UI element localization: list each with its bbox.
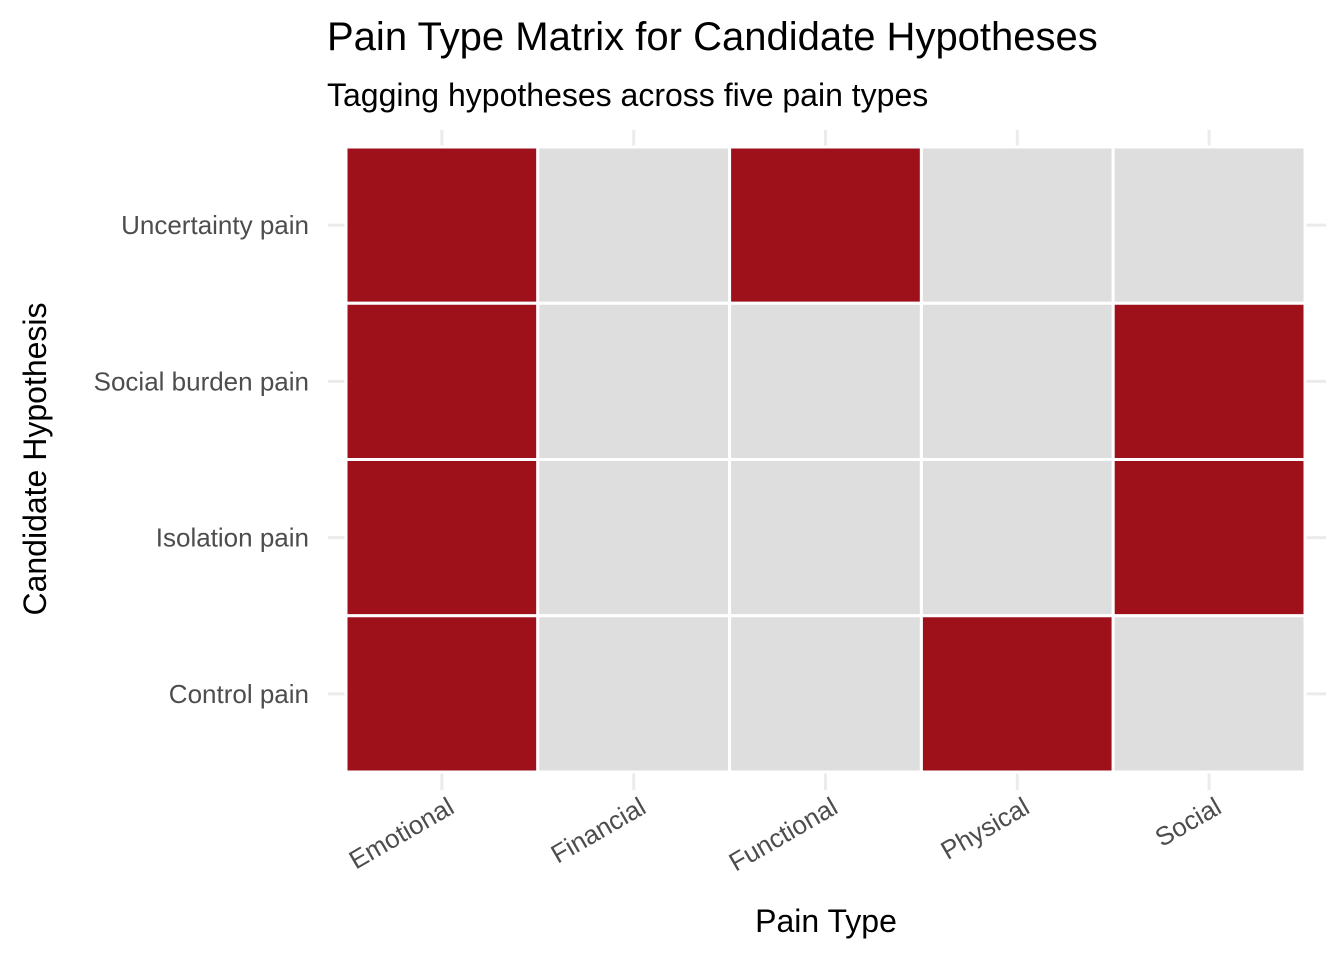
heatmap-cell [344, 301, 540, 461]
heatmap-cell [344, 145, 540, 305]
heatmap-cell [728, 301, 923, 461]
heatmap-cell [536, 458, 732, 618]
heatmap-cell [344, 614, 540, 774]
heatmap-cell [919, 301, 1115, 461]
heatmap-cell [344, 458, 540, 618]
heatmap-cell [919, 458, 1115, 618]
x-tick-label: Social [1150, 791, 1226, 852]
x-tick-label: Financial [546, 791, 651, 869]
heatmap-cell [919, 614, 1115, 774]
heatmap-cell [728, 614, 923, 774]
heatmap-cell [1111, 458, 1307, 618]
heatmap-cell [728, 458, 923, 618]
x-tick-label: Physical [935, 791, 1034, 865]
heatmap-cell [536, 301, 732, 461]
chart-title: Pain Type Matrix for Candidate Hypothese… [327, 15, 1098, 59]
chart-subtitle: Tagging hypotheses across five pain type… [327, 77, 928, 113]
heatmap-cell [1111, 614, 1307, 774]
y-tick-label: Social burden pain [94, 366, 309, 396]
heatmap-cell [1111, 301, 1307, 461]
y-tick-label: Isolation pain [156, 523, 309, 553]
x-axis-tick-labels: Emotional Financial Functional Physical Soci… [344, 791, 1226, 877]
heatmap-cell [1111, 145, 1307, 305]
y-tick-label: Uncertainty pain [121, 210, 309, 240]
heatmap-cells [344, 145, 1307, 774]
x-axis-title: Pain Type [755, 903, 897, 939]
heatmap-cell [536, 145, 732, 305]
y-axis-tick-labels: Uncertainty pain Social burden pain Isolat… [94, 210, 309, 709]
y-axis-title: Candidate Hypothesis [17, 302, 53, 615]
heatmap-cell [919, 145, 1115, 305]
x-tick-label: Emotional [344, 791, 459, 875]
x-tick-label: Functional [724, 791, 843, 877]
y-tick-label: Control pain [169, 679, 309, 709]
heatmap-cell [536, 614, 732, 774]
heatmap-cell [728, 145, 923, 305]
